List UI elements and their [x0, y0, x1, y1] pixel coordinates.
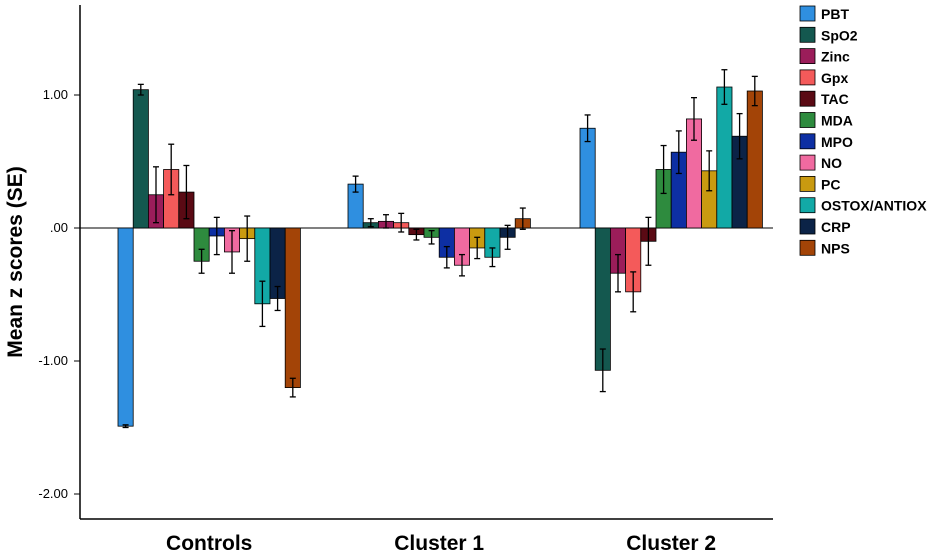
bar-nps-controls — [284, 227, 301, 389]
error-bar — [443, 245, 450, 269]
category-label: Cluster 2 — [626, 532, 716, 552]
legend-label: TAC — [821, 91, 849, 107]
y-tick-label: -2.00 — [38, 486, 68, 501]
error-bar — [213, 216, 220, 256]
bars — [117, 86, 763, 427]
error-bar — [398, 212, 405, 233]
legend-label: Zinc — [821, 49, 850, 65]
legend-label: NO — [821, 155, 842, 171]
legend-item: SpO2 — [799, 26, 858, 43]
legend-label: SpO2 — [821, 27, 858, 43]
error-bar — [584, 114, 591, 143]
error-bar — [229, 230, 235, 274]
bar-ostox-antiox-cluster-2 — [716, 86, 733, 229]
error-bar — [751, 75, 758, 107]
category-labels: Controls Cluster 1 Cluster 2 — [166, 532, 716, 552]
error-bar — [168, 143, 175, 196]
legend-swatch — [799, 5, 816, 22]
error-bar — [736, 112, 743, 160]
bar-pbt-controls — [117, 227, 134, 427]
error-bar — [630, 271, 637, 313]
error-bar — [198, 248, 205, 274]
legend-label: MPO — [821, 134, 853, 150]
y-tick-label: 1.00 — [43, 87, 68, 102]
legend-item: Gpx — [799, 69, 848, 86]
error-bar — [367, 218, 374, 228]
error-bar — [122, 424, 129, 429]
error-bar — [599, 348, 606, 393]
legend-label: Gpx — [821, 70, 848, 86]
legend-swatch — [799, 175, 816, 192]
legend-swatch — [799, 69, 816, 86]
legend-swatch — [799, 90, 816, 107]
error-bar — [504, 224, 511, 250]
legend-item: Zinc — [799, 48, 850, 65]
error-bar — [474, 236, 481, 260]
legend-item: MPO — [799, 133, 853, 150]
error-bar — [459, 253, 465, 277]
legend-item: PBT — [799, 5, 849, 22]
legend-label: PC — [821, 176, 840, 192]
legend-swatch — [799, 26, 816, 43]
error-bar — [274, 285, 281, 312]
error-bar — [428, 230, 435, 245]
legend-item: MDA — [799, 112, 853, 129]
error-bar — [413, 228, 420, 241]
y-axis-title: Mean z scores (SE) — [4, 166, 27, 357]
legend-item: NO — [799, 154, 842, 171]
axes — [79, 5, 773, 520]
bar-spo2-controls — [132, 89, 149, 229]
legend-item: CRP — [799, 218, 851, 235]
error-bar — [691, 97, 697, 141]
legend-item: OSTOX/ANTIOX — [799, 197, 927, 214]
error-bar — [519, 207, 526, 230]
error-bar — [645, 216, 652, 266]
error-bar — [383, 214, 389, 229]
error-bar — [660, 144, 667, 195]
bar-nps-cluster-2 — [746, 90, 763, 229]
error-bar — [706, 150, 713, 192]
error-bar — [244, 215, 251, 262]
error-bar — [352, 175, 359, 193]
legend-label: CRP — [821, 219, 851, 235]
y-ticks: 1.00 .00 -1.00 -2.00 — [38, 87, 80, 501]
category-label: Cluster 1 — [394, 532, 484, 552]
legend-swatch — [799, 133, 816, 150]
legend-swatch — [799, 154, 816, 171]
y-tick-label: .00 — [50, 220, 68, 235]
legend: PBT SpO2 Zinc Gpx TAC MDA MPO NO PC OSTOX/ANTIOX C… — [799, 5, 927, 256]
legend-swatch — [799, 48, 816, 64]
legend-swatch — [799, 197, 816, 214]
category-label: Controls — [166, 532, 252, 552]
legend-swatch — [799, 239, 816, 256]
error-bar — [259, 280, 266, 328]
legend-label: OSTOX/ANTIOX — [821, 198, 927, 214]
error-bar — [721, 69, 728, 105]
error-bar — [615, 253, 621, 293]
error-bar — [489, 247, 496, 268]
legend-item: TAC — [799, 90, 849, 107]
legend-item: NPS — [799, 239, 850, 256]
error-bar — [137, 83, 144, 96]
error-bars — [122, 69, 758, 429]
error-bar — [675, 130, 682, 175]
y-tick-label: -1.00 — [38, 353, 68, 368]
legend-label: MDA — [821, 113, 853, 129]
error-bar — [153, 166, 159, 224]
error-bar — [289, 377, 296, 398]
legend-swatch — [799, 218, 816, 235]
legend-swatch — [799, 112, 816, 128]
legend-label: PBT — [821, 6, 849, 22]
error-bar — [183, 164, 190, 220]
bar-pbt-cluster-2 — [579, 127, 596, 229]
legend-item: PC — [799, 175, 840, 192]
legend-label: NPS — [821, 240, 850, 256]
